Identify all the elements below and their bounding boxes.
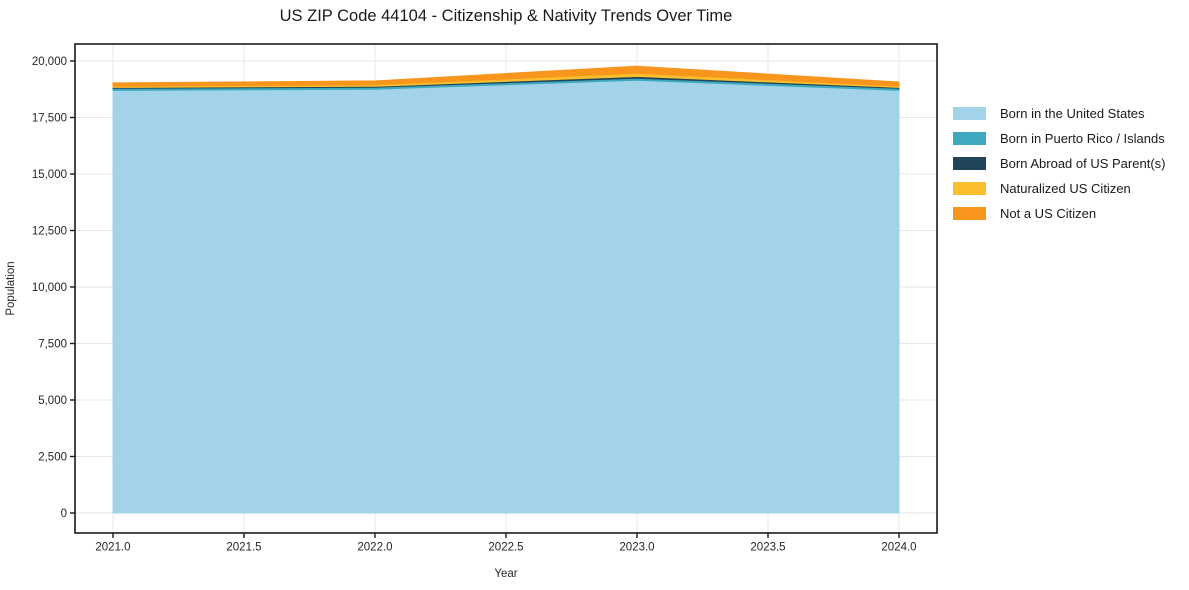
x-tick-label: 2024.0 (881, 542, 916, 554)
area-series-4 (112, 65, 900, 87)
y-tick-label: 15,000 (32, 169, 67, 181)
y-tick-label: 2,500 (38, 451, 67, 463)
x-tick-label: 2021.0 (95, 542, 130, 554)
legend-label: Born in the United States (1000, 106, 1145, 121)
legend-swatch-icon (953, 182, 986, 195)
x-tick-label: 2022.5 (488, 542, 523, 554)
y-tick-label: 7,500 (38, 338, 67, 350)
y-tick-label: 10,000 (32, 282, 67, 294)
y-axis-label: Population (5, 261, 17, 315)
x-tick-label: 2022.0 (357, 542, 392, 554)
legend-item-2: Born Abroad of US Parent(s) (953, 156, 1165, 171)
area-series-0 (112, 79, 900, 514)
legend-label: Naturalized US Citizen (1000, 181, 1131, 196)
legend: Born in the United States Born in Puerto … (953, 106, 1165, 221)
legend-swatch-icon (953, 132, 986, 145)
y-tick-label: 17,500 (32, 112, 67, 124)
legend-swatch-icon (953, 207, 986, 220)
legend-item-1: Born in Puerto Rico / Islands (953, 131, 1165, 146)
legend-swatch-icon (953, 107, 986, 120)
legend-item-0: Born in the United States (953, 106, 1165, 121)
legend-label: Not a US Citizen (1000, 206, 1097, 221)
y-tick-label: 0 (61, 508, 67, 520)
legend-swatch-icon (953, 157, 986, 170)
x-tick-label: 2023.0 (619, 542, 654, 554)
x-axis-label: Year (494, 568, 517, 580)
x-tick-label: 2023.5 (750, 542, 785, 554)
y-tick-label: 5,000 (38, 395, 67, 407)
legend-item-4: Not a US Citizen (953, 206, 1165, 221)
chart-title: US ZIP Code 44104 - Citizenship & Nativi… (279, 7, 733, 25)
legend-label: Born in Puerto Rico / Islands (1000, 131, 1165, 146)
y-tick-label: 12,500 (32, 225, 67, 237)
y-tick-label: 20,000 (32, 56, 67, 68)
x-tick-label: 2021.5 (226, 542, 261, 554)
legend-item-3: Naturalized US Citizen (953, 181, 1165, 196)
legend-label: Born Abroad of US Parent(s) (1000, 156, 1166, 171)
